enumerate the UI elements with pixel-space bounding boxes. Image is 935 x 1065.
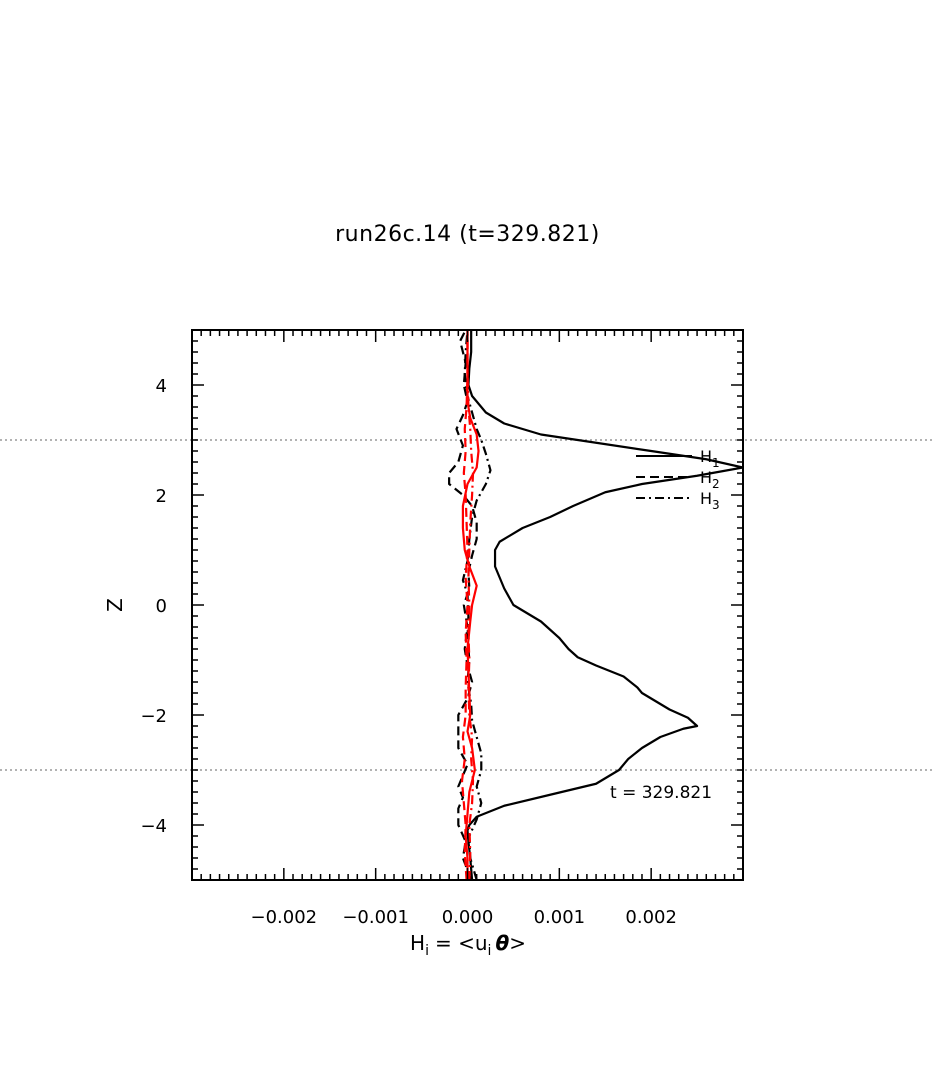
x-tick-label: 0.002	[625, 907, 677, 928]
series-line	[460, 330, 469, 880]
y-axis-label: Z	[103, 598, 127, 612]
tick-labels: −0.002 −0.001 0.000 0.001 0.002 −4 −2 0 2 4	[140, 376, 676, 928]
x-tick-label: −0.001	[342, 907, 409, 928]
legend-label: H2	[700, 468, 720, 491]
reference-lines	[0, 439, 935, 771]
series-layer	[448, 330, 743, 880]
axis-ticks	[191, 329, 744, 881]
series-line	[466, 330, 743, 880]
y-tick-label: 4	[156, 376, 167, 397]
time-annotation: t = 329.821	[610, 783, 712, 803]
legend-label: H1	[700, 447, 720, 470]
x-axis-label: Hi = <ui θ>	[410, 931, 526, 959]
legend-label: H3	[700, 489, 720, 512]
series-line	[466, 330, 475, 880]
x-tick-label: −0.002	[251, 907, 318, 928]
y-tick-label: −4	[140, 816, 167, 837]
chart-title: run26c.14 (t=329.821)	[335, 222, 600, 247]
x-tick-label: 0.001	[534, 907, 586, 928]
x-tick-label: 0.000	[442, 907, 494, 928]
y-tick-label: −2	[140, 706, 167, 727]
y-tick-label: 2	[156, 486, 167, 507]
y-tick-label: 0	[156, 596, 167, 617]
